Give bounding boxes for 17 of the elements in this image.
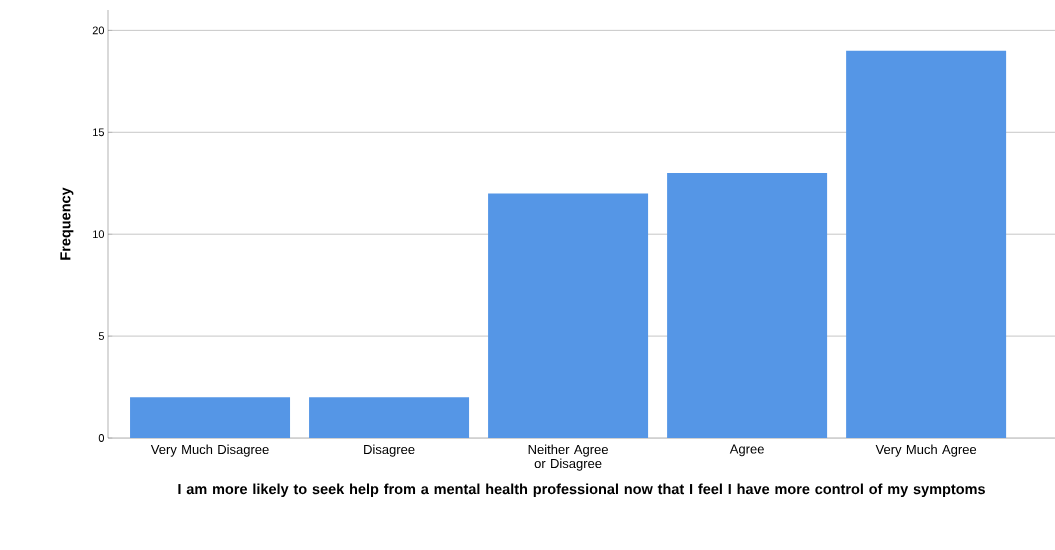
x-tick-label: Very Much Agree [875,444,977,457]
y-tick-label: 20 [92,26,105,35]
x-tick-label: Disagree [364,444,415,457]
x-tick-label: Very Much Disagree [150,444,269,457]
bar [309,397,470,438]
x-axis-title: I am more likely to seek help from a mental health professional now that I feel I have more control of my symptoms [178,483,985,498]
y-tick-label: 5 [98,332,104,340]
x-tick-label: Agree [729,444,764,457]
bar [846,50,1007,438]
bar [130,397,291,438]
y-tick-label: 0 [98,434,105,442]
bar [667,173,828,438]
x-tick-label: Neither Agree or Disagree [528,444,608,471]
y-tick-label: 15 [93,128,104,137]
bar [488,193,649,438]
y-tick-label: 10 [93,230,105,239]
y-axis-title: Frequency [60,187,74,260]
